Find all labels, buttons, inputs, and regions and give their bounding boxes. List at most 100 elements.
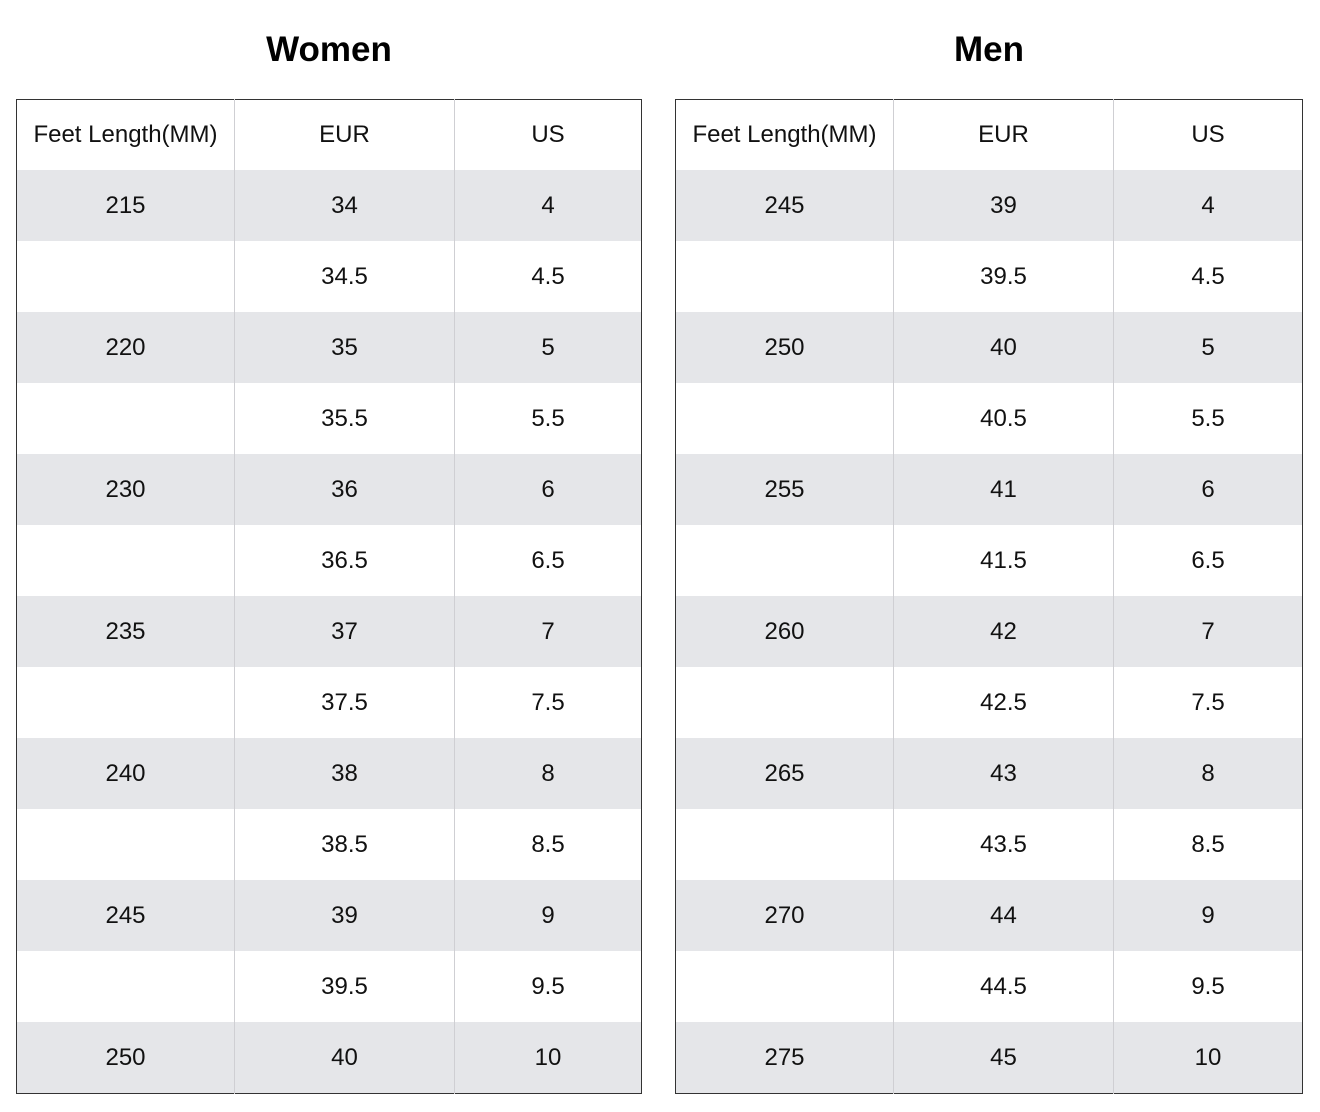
us-cell: 7.5 [454,667,642,738]
eur-cell: 40 [893,312,1114,383]
feet-length-cell [17,383,235,454]
eur-cell: 38.5 [234,809,455,880]
table-row: 40.5 5.5 [675,383,1303,454]
us-cell: 4 [1113,170,1303,241]
eur-cell: 39.5 [893,241,1114,312]
us-cell: 5 [1113,312,1303,383]
eur-cell: 34.5 [234,241,455,312]
table-row: 220 35 5 [16,312,642,383]
us-cell: 8.5 [1113,809,1303,880]
feet-length-cell: 260 [764,617,805,645]
us-cell: 9 [1113,880,1303,951]
us-cell: 8 [1113,738,1303,809]
table-row: 255 41 6 [675,454,1303,525]
us-cell: 4.5 [454,241,642,312]
eur-cell: 45 [893,1022,1114,1094]
table-row: 43.5 8.5 [675,809,1303,880]
table-row: 35.5 5.5 [16,383,642,454]
table-row: 245 39 9 [16,880,642,951]
table-row: 230 36 6 [16,454,642,525]
eur-cell: 42.5 [893,667,1114,738]
table-row: 34.5 4.5 [16,241,642,312]
feet-length-cell: 240 [105,759,146,787]
eur-cell: 44 [893,880,1114,951]
eur-cell: 36.5 [234,525,455,596]
table-row: 245 39 4 [675,170,1303,241]
feet-length-cell: 235 [105,617,146,645]
table-header-row: Feet Length(MM) EUR US [16,99,642,170]
eur-cell: 41.5 [893,525,1114,596]
feet-length-cell: 255 [764,475,805,503]
us-cell: 8.5 [454,809,642,880]
eur-cell: 39 [893,170,1114,241]
us-cell: 9.5 [454,951,642,1022]
feet-length-cell [676,667,894,738]
feet-length-header: Feet Length(MM) [33,121,218,148]
table-row: 275 45 10 [675,1022,1303,1094]
feet-length-cell [676,383,894,454]
feet-length-cell: 265 [764,759,805,787]
us-cell: 4.5 [1113,241,1303,312]
eur-cell: 42 [893,596,1114,667]
men-size-table: Feet Length(MM) EUR US 245 39 4 39.5 4.5 250 4… [675,99,1303,1094]
table-row: 37.5 7.5 [16,667,642,738]
eur-cell: 43 [893,738,1114,809]
eur-cell: 37.5 [234,667,455,738]
women-size-table: Feet Length(MM) EUR US 215 34 4 34.5 4.5 220 3… [16,99,642,1094]
eur-cell: 34 [234,170,455,241]
us-cell: 10 [454,1022,642,1094]
women-size-panel: Women Feet Length(MM) EUR US 215 34 4 34.5 4… [16,0,642,1094]
eur-cell: 35.5 [234,383,455,454]
us-cell: 4 [454,170,642,241]
table-row: 215 34 4 [16,170,642,241]
feet-length-cell [676,525,894,596]
us-cell: 7.5 [1113,667,1303,738]
eur-cell: 40.5 [893,383,1114,454]
feet-length-cell: 215 [105,191,146,219]
men-size-panel: Men Feet Length(MM) EUR US 245 39 4 39.5 4.5… [675,0,1303,1094]
feet-length-cell [17,525,235,596]
us-header: US [454,99,642,170]
feet-length-cell [676,951,894,1022]
women-title: Women [266,30,392,69]
eur-cell: 39 [234,880,455,951]
table-row: 250 40 5 [675,312,1303,383]
feet-length-cell [676,809,894,880]
feet-length-cell: 220 [105,333,146,361]
us-cell: 6 [454,454,642,525]
table-row: 41.5 6.5 [675,525,1303,596]
table-row: 36.5 6.5 [16,525,642,596]
table-row: 39.5 9.5 [16,951,642,1022]
eur-cell: 41 [893,454,1114,525]
eur-cell: 37 [234,596,455,667]
table-row: 260 42 7 [675,596,1303,667]
us-cell: 7 [454,596,642,667]
table-row: 44.5 9.5 [675,951,1303,1022]
us-cell: 7 [1113,596,1303,667]
eur-cell: 35 [234,312,455,383]
eur-cell: 38 [234,738,455,809]
feet-length-cell: 270 [764,901,805,929]
feet-length-cell: 250 [764,333,805,361]
table-row: 265 43 8 [675,738,1303,809]
table-row: 250 40 10 [16,1022,642,1094]
us-header: US [1113,99,1303,170]
eur-cell: 43.5 [893,809,1114,880]
table-row: 42.5 7.5 [675,667,1303,738]
table-row: 39.5 4.5 [675,241,1303,312]
us-cell: 8 [454,738,642,809]
us-cell: 5 [454,312,642,383]
feet-length-cell: 245 [764,191,805,219]
women-table-body: 215 34 4 34.5 4.5 220 35 5 35.5 5.5 230 36 6 36.5 6.5 2… [16,170,642,1094]
feet-length-cell: 230 [105,475,146,503]
feet-length-cell [17,951,235,1022]
eur-cell: 36 [234,454,455,525]
us-cell: 6.5 [1113,525,1303,596]
feet-length-cell: 275 [764,1043,805,1071]
table-row: 270 44 9 [675,880,1303,951]
feet-length-cell [17,241,235,312]
table-row: 240 38 8 [16,738,642,809]
feet-length-cell [17,667,235,738]
eur-header: EUR [234,99,455,170]
feet-length-cell: 250 [105,1043,146,1071]
